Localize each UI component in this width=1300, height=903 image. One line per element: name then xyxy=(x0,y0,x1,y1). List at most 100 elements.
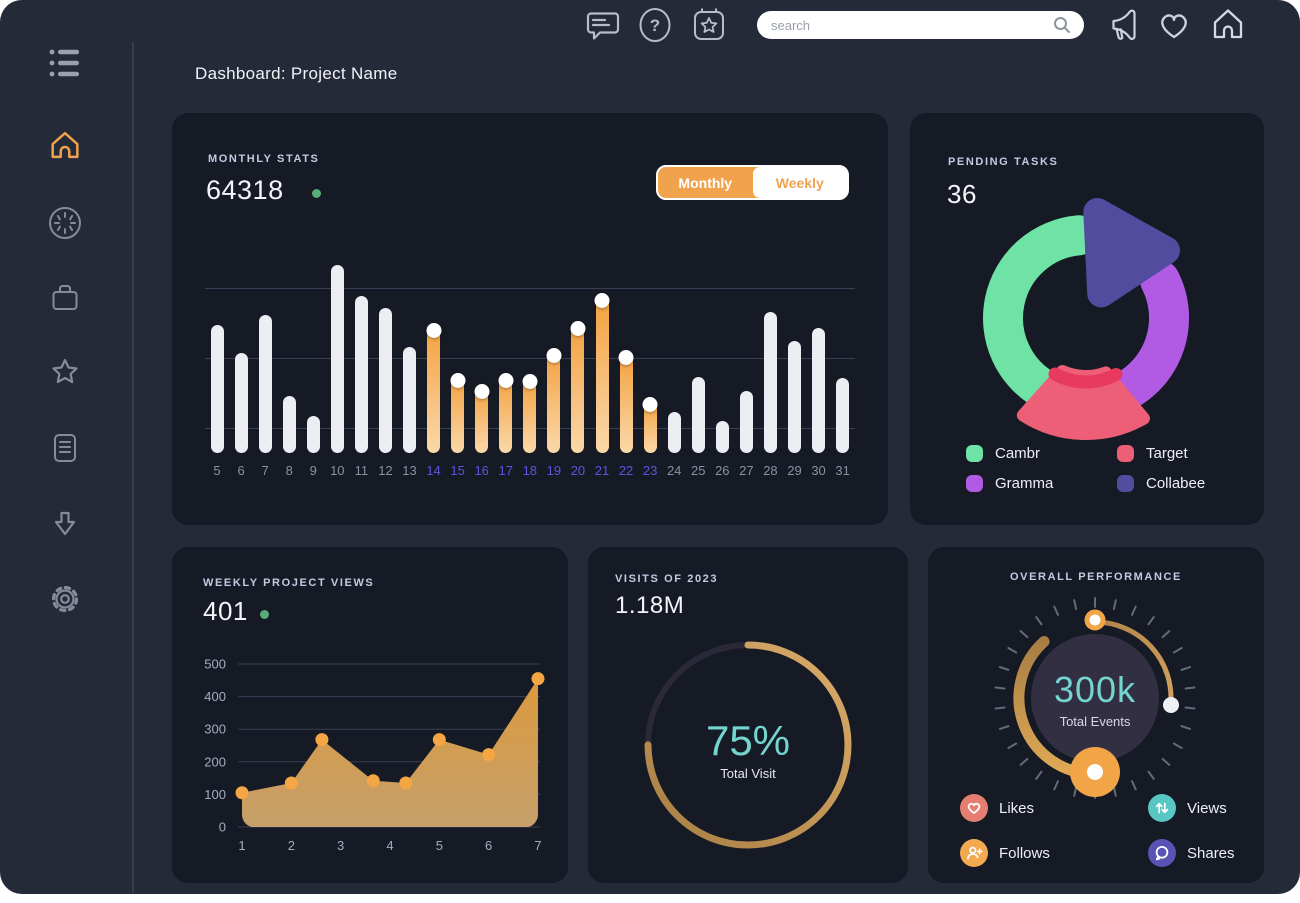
legend-item-follows: Follows xyxy=(960,839,1050,867)
bar-column xyxy=(734,253,758,453)
bar-column xyxy=(470,253,494,453)
gauge-ticks xyxy=(994,597,1196,799)
legend-item: Cambr xyxy=(966,445,1040,462)
visits-progress-arc xyxy=(644,641,852,849)
bar-x-label: 22 xyxy=(618,463,634,478)
bar-x-label: 9 xyxy=(309,463,317,478)
bar-x-label: 25 xyxy=(691,463,706,478)
bar-column xyxy=(422,253,446,453)
bar xyxy=(258,315,272,453)
bar-x-label: 31 xyxy=(835,463,850,478)
performance-card: OVERALL PERFORMANCE 300k Total Events xyxy=(928,547,1264,883)
pending-tasks-card: PENDING TASKS 36 Cambr Target Gramma xyxy=(910,113,1264,525)
bar-dot xyxy=(498,373,514,388)
bar-dot xyxy=(450,373,466,388)
search-input[interactable] xyxy=(769,16,1052,34)
gauge-top-marker xyxy=(1084,609,1106,631)
bar xyxy=(522,374,538,453)
legend-label: Likes xyxy=(999,799,1035,817)
arrow-down-icon[interactable] xyxy=(47,506,83,544)
svg-text:?: ? xyxy=(650,16,660,35)
page-title: Dashboard: Project Name xyxy=(195,64,398,83)
visits-card: VISITS OF 2023 1.18M 75% Total Visit xyxy=(588,547,908,883)
bar xyxy=(763,312,777,453)
bar-dot xyxy=(594,293,610,308)
performance-value: 300k xyxy=(1054,669,1136,710)
heart-icon xyxy=(960,794,988,822)
bar-column xyxy=(325,253,349,453)
heart-icon[interactable] xyxy=(1155,6,1193,44)
bar-column xyxy=(831,253,855,453)
bar-column xyxy=(253,253,277,453)
bar-dot xyxy=(522,374,538,389)
data-point xyxy=(235,786,249,800)
sidebar-divider xyxy=(132,42,134,893)
period-toggle[interactable]: Monthly Weekly xyxy=(656,165,849,200)
bar xyxy=(788,341,801,453)
donut-slice-gramma xyxy=(1104,260,1190,412)
gridline xyxy=(205,358,855,359)
bar-x-label: 16 xyxy=(474,463,489,478)
data-point xyxy=(399,776,413,790)
bar-column xyxy=(373,253,397,453)
card-label: PENDING TASKS xyxy=(948,156,1059,168)
bar-x-label: 20 xyxy=(570,463,586,478)
toggle-weekly-button[interactable]: Weekly xyxy=(752,167,847,198)
chat-icon[interactable] xyxy=(583,6,621,44)
toggle-monthly-button[interactable]: Monthly xyxy=(678,174,733,191)
monthly-bar-labels: 5 6 7 8 9 10 11 12 13 14 15 16 17 18 19 20 21 22 23 24 25 26 2… xyxy=(205,463,855,478)
data-point xyxy=(315,733,329,747)
pending-tasks-donut-chart xyxy=(983,198,1190,441)
help-icon[interactable]: ? xyxy=(637,6,673,44)
bar-x-label: 6 xyxy=(237,463,245,478)
bar-column xyxy=(301,253,325,453)
bar-x-label: 17 xyxy=(498,463,513,478)
bar-column xyxy=(710,253,734,453)
visits-caption: Total Visit xyxy=(720,766,776,781)
spinner-clock-icon[interactable] xyxy=(47,204,83,242)
bar xyxy=(546,348,562,453)
megaphone-icon[interactable] xyxy=(1104,6,1144,44)
search-icon[interactable] xyxy=(1052,15,1072,35)
briefcase-icon[interactable] xyxy=(47,279,83,317)
bar xyxy=(403,347,416,453)
search-bar[interactable] xyxy=(757,11,1084,39)
legend-label: Cambr xyxy=(995,445,1041,462)
gauge-knob-dot xyxy=(1087,764,1103,780)
calendar-star-icon[interactable] xyxy=(690,4,728,44)
svg-text:100: 100 xyxy=(204,787,226,802)
monthly-bar-chart xyxy=(205,253,855,453)
bar-x-label: 28 xyxy=(763,463,778,478)
svg-text:400: 400 xyxy=(204,689,226,704)
bar xyxy=(642,397,658,453)
bar xyxy=(306,416,320,453)
bar-x-label: 7 xyxy=(261,463,269,478)
gear-icon[interactable] xyxy=(47,580,83,618)
bar xyxy=(378,308,392,453)
home-icon[interactable] xyxy=(1208,5,1248,45)
bar xyxy=(739,391,753,453)
bar-column xyxy=(758,253,782,453)
bar-column xyxy=(277,253,301,453)
bar-x-label: 15 xyxy=(450,463,465,478)
svg-text:0: 0 xyxy=(219,820,226,835)
bar-column xyxy=(783,253,807,453)
legend-swatch xyxy=(1117,445,1134,462)
bar-column xyxy=(614,253,638,453)
svg-text:300: 300 xyxy=(204,722,226,737)
weekly-area-chart: 0 100 200 300 400 500 1 2 3 4 5 6 7 xyxy=(204,657,545,853)
menu-list-icon[interactable] xyxy=(47,44,83,82)
bar-column xyxy=(566,253,590,453)
sidebar-home-icon[interactable] xyxy=(47,127,83,165)
bar-x-label: 13 xyxy=(402,463,417,478)
pending-tasks-value: 36 xyxy=(947,179,977,209)
legend-swatch xyxy=(966,475,983,492)
status-dot xyxy=(260,610,269,619)
visits-percent: 75% xyxy=(706,717,790,764)
svg-text:5: 5 xyxy=(436,838,443,853)
gridline xyxy=(205,288,855,289)
document-icon[interactable] xyxy=(47,429,83,467)
bar-column xyxy=(518,253,542,453)
star-icon[interactable] xyxy=(47,354,83,392)
donut-slice-cambr xyxy=(983,215,1099,412)
